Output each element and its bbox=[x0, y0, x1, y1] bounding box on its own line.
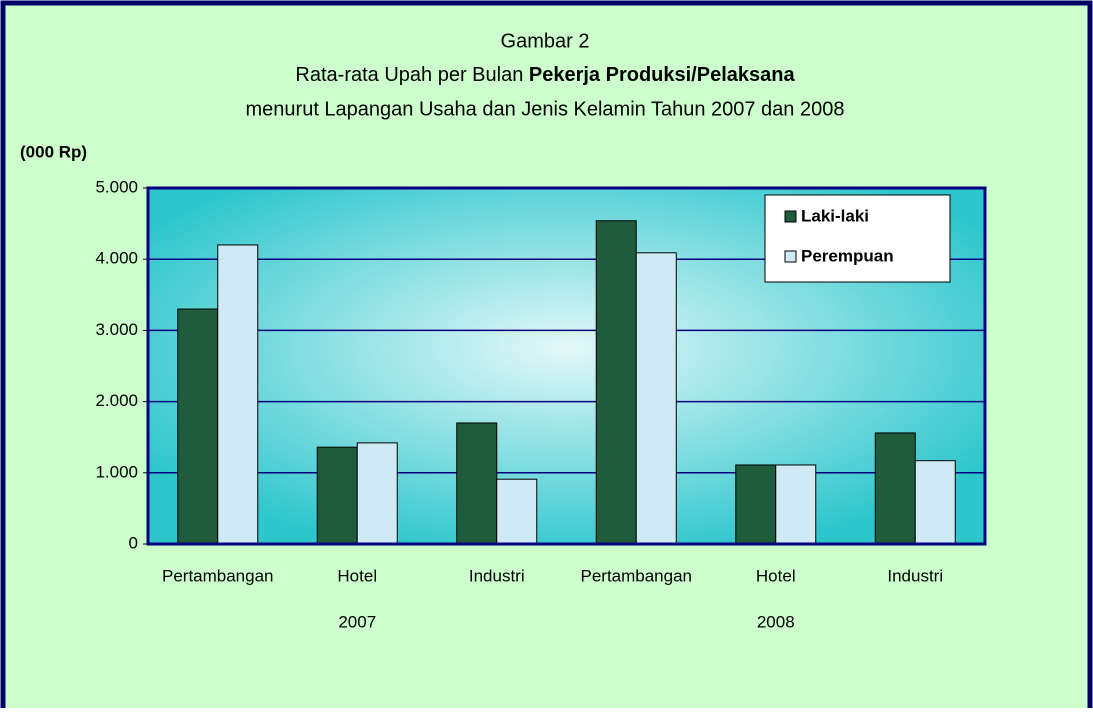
bar bbox=[177, 308, 219, 545]
chart-title: Rata-rata Upah per Bulan Pekerja Produks… bbox=[295, 64, 795, 86]
legend-swatch bbox=[784, 250, 797, 263]
legend: Laki-laki Perempuan bbox=[764, 194, 951, 283]
bar bbox=[217, 244, 259, 545]
bar bbox=[874, 432, 916, 545]
legend-box bbox=[764, 194, 951, 283]
chart-title: Gambar 2 bbox=[501, 30, 590, 52]
group-label: 2008 bbox=[757, 612, 795, 631]
y-tick-label: 4.000 bbox=[95, 249, 138, 268]
bar bbox=[775, 464, 817, 545]
legend-label: Perempuan bbox=[801, 246, 894, 265]
legend-label: Laki-laki bbox=[801, 206, 869, 225]
x-tick-label: Hotel bbox=[756, 566, 796, 585]
x-tick-label: Industri bbox=[469, 566, 525, 585]
bar bbox=[735, 464, 777, 545]
bar bbox=[356, 442, 398, 545]
bar bbox=[496, 478, 538, 545]
y-tick-label: 3.000 bbox=[95, 320, 138, 339]
bar bbox=[316, 446, 358, 545]
bar bbox=[914, 460, 956, 545]
x-tick-label: Pertambangan bbox=[580, 566, 692, 585]
bar bbox=[635, 252, 677, 545]
legend-swatch bbox=[784, 210, 797, 223]
x-tick-label: Pertambangan bbox=[162, 566, 274, 585]
y-tick-label: 1.000 bbox=[95, 462, 138, 481]
y-tick-label: 0 bbox=[129, 533, 138, 552]
bar bbox=[595, 220, 637, 545]
group-label: 2007 bbox=[338, 612, 376, 631]
chart-title: menurut Lapangan Usaha dan Jenis Kelamin… bbox=[246, 98, 845, 120]
y-tick-label: 2.000 bbox=[95, 391, 138, 410]
title-part: Rata-rata Upah per Bulan bbox=[295, 64, 528, 86]
x-tick-label: Hotel bbox=[337, 566, 377, 585]
y-tick-label: 5.000 bbox=[95, 177, 138, 196]
plot-border bbox=[146, 186, 987, 546]
title-part: Pekerja Produksi/Pelaksana bbox=[529, 64, 796, 86]
x-tick-label: Industri bbox=[887, 566, 943, 585]
y-axis-label: (000 Rp) bbox=[20, 142, 87, 161]
bar bbox=[456, 422, 498, 545]
